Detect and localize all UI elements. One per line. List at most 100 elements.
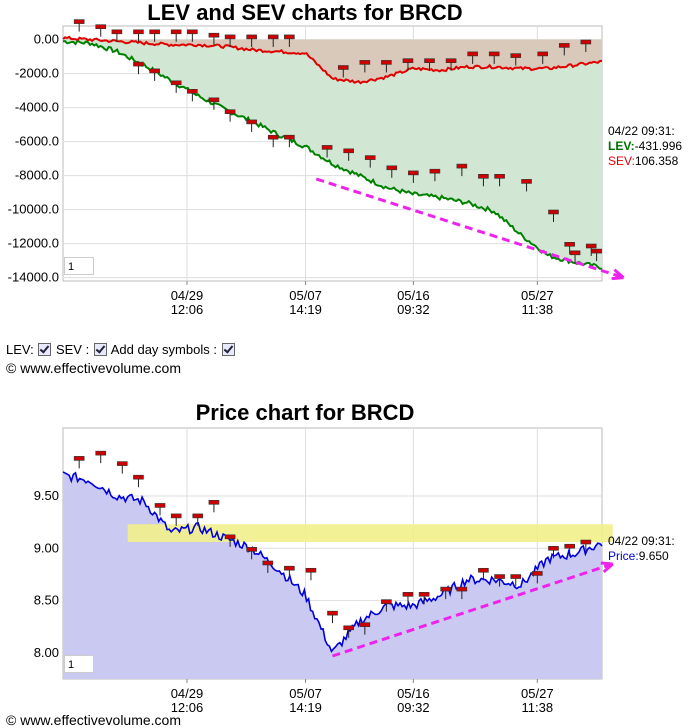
lev-ytick-label-1: -2000.0	[15, 66, 59, 81]
day-marker-flag	[208, 32, 220, 38]
day-marker-flag	[424, 58, 435, 64]
day-marker-25	[364, 155, 376, 168]
day-marker-flag	[510, 574, 522, 579]
day-marker-flag	[267, 34, 279, 40]
day-marker-36	[488, 51, 500, 64]
lev-chart-title: LEV and SEV charts for BRCD	[147, 0, 463, 25]
day-marker-flag	[149, 68, 160, 74]
day-marker-20	[456, 586, 468, 600]
day-marker-flag	[133, 474, 144, 480]
day-marker-flag	[246, 34, 257, 40]
day-marker-12	[305, 567, 317, 581]
day-marker-3	[133, 29, 144, 42]
lev-page-box[interactable]: 1	[64, 257, 94, 275]
day-marker-flag	[337, 65, 349, 70]
day-marker-44	[580, 39, 592, 52]
day-marker-39	[521, 179, 532, 192]
day-marker-26	[564, 543, 575, 557]
day-marker-4	[149, 29, 160, 42]
lev-checkbox[interactable]	[38, 343, 52, 356]
series-area-lev	[63, 39, 602, 269]
lev-readout-lev-value: -431.996	[634, 139, 683, 153]
day-marker-12	[133, 61, 144, 75]
day-marker-9	[246, 547, 257, 560]
price-xtick-date-2: 05/16	[397, 686, 430, 701]
day-marker-4	[154, 503, 166, 516]
day-marker-24	[359, 60, 371, 73]
day-marker-flag	[402, 58, 414, 64]
price-xtick-time-2: 09:32	[397, 700, 430, 715]
day-marker-23	[343, 148, 354, 161]
lev-xtick-date-2: 05/16	[397, 288, 430, 303]
day-marker-3	[133, 474, 144, 488]
day-marker-flag	[359, 60, 371, 65]
day-marker-flag	[170, 513, 182, 519]
trend-arrow-head	[600, 561, 614, 573]
day-marker-flag	[208, 97, 220, 103]
day-marker-10	[267, 34, 279, 47]
day-marker-flag	[343, 148, 354, 154]
day-marker-27	[580, 539, 592, 553]
day-marker-flag	[133, 29, 144, 35]
day-marker-21	[321, 145, 333, 158]
day-marker-flag	[133, 61, 144, 67]
sev-checkbox[interactable]	[93, 343, 107, 356]
lev-xtick-date-3: 05/27	[521, 288, 554, 303]
price-readout-time: 04/22 09:31:	[608, 534, 675, 548]
trend-arrow-line	[315, 177, 625, 280]
day-marker-flag	[116, 461, 128, 466]
day-marker-flag	[284, 565, 295, 571]
day-marker-18	[418, 592, 430, 605]
day-marker-8	[224, 534, 236, 547]
sev-toggle-label: SEV :	[55, 342, 90, 357]
day-marker-flag	[386, 165, 398, 171]
lev-xtick-date-1: 05/07	[289, 288, 322, 303]
day-marker-19	[267, 134, 279, 148]
day-marker-flag	[532, 571, 543, 576]
day-marker-flag	[440, 586, 451, 592]
day-marker-flag	[192, 513, 204, 519]
day-marker-flag	[381, 599, 392, 604]
trend-arrow-head	[611, 268, 625, 281]
day-marker-flag	[364, 155, 376, 160]
day-marker-flag	[359, 622, 371, 627]
day-marker-flag	[548, 546, 559, 551]
day-marker-flag	[585, 243, 597, 249]
lev-readout-lev: LEV:-431.996	[608, 139, 682, 154]
day-marker-flag	[537, 51, 549, 57]
day-marker-0	[73, 456, 85, 469]
day-marker-26	[381, 60, 392, 73]
day-marker-10	[262, 560, 274, 573]
day-marker-17	[224, 109, 236, 122]
day-marker-flag	[510, 53, 522, 58]
day-marker-22	[494, 574, 505, 587]
lev-readout-lev-label: LEV:	[608, 139, 635, 153]
day-marker-20	[284, 134, 295, 148]
day-marker-flag	[467, 51, 478, 57]
day-marker-47	[591, 248, 602, 262]
day-marker-flag	[187, 29, 198, 35]
day-marker-15	[359, 622, 371, 635]
day-marker-8	[224, 34, 236, 47]
day-marker-9	[246, 34, 257, 47]
day-marker-flag	[478, 174, 489, 179]
day-marker-flag	[494, 574, 505, 579]
day-marker-35	[478, 174, 489, 187]
day-marker-flag	[154, 503, 166, 508]
lev-xtick-time-0: 12:06	[171, 302, 204, 317]
day-symbols-checkbox[interactable]	[221, 343, 235, 356]
price-page-box[interactable]: 1	[64, 655, 94, 673]
day-marker-32	[445, 58, 457, 71]
price-chart-title: Price chart for BRCD	[195, 400, 415, 425]
day-marker-27	[386, 165, 398, 178]
price-xtick-time-1: 14:19	[289, 700, 322, 715]
lev-readout: 04/22 09:31: LEV:-431.996 SEV:106.358	[608, 124, 682, 169]
day-marker-33	[456, 163, 468, 177]
day-marker-flag	[408, 170, 419, 176]
day-marker-16	[208, 97, 220, 110]
day-marker-flag	[548, 209, 559, 215]
resistance-band	[127, 524, 613, 542]
day-marker-flag	[558, 43, 570, 48]
day-marker-2	[111, 29, 123, 42]
